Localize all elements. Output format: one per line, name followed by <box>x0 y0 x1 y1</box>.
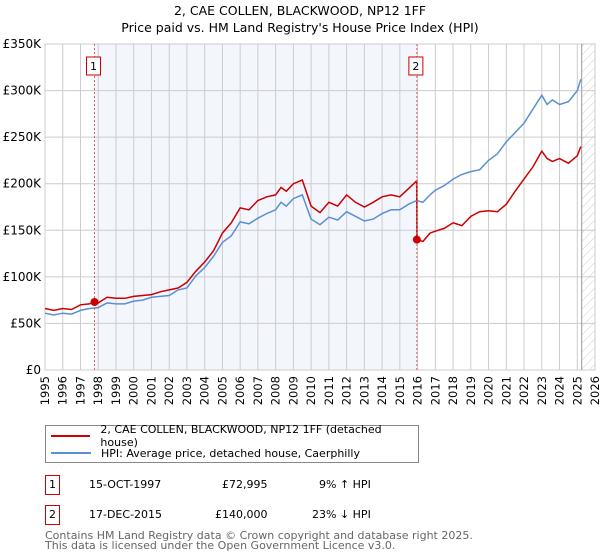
x-tick-label: 2023 <box>535 376 549 405</box>
x-tick-label: 2009 <box>286 376 300 405</box>
x-tick-label: 2021 <box>499 376 513 405</box>
legend-swatch-blue <box>51 452 91 454</box>
y-tick-label: £50K <box>10 316 42 330</box>
legend-label: HPI: Average price, detached house, Caer… <box>101 446 360 460</box>
x-tick-label: 2007 <box>251 376 265 405</box>
transaction-row: 1 15-OCT-1997 £72,995 9% ↑ HPI <box>45 475 445 495</box>
y-tick-label: £300K <box>3 84 43 98</box>
transaction-price: £72,995 <box>222 478 268 491</box>
x-tick-label: 2002 <box>162 376 176 405</box>
marker-badge: 1 <box>45 475 60 495</box>
transaction-date: 17-DEC-2015 <box>89 508 163 521</box>
transaction-row: 2 17-DEC-2015 £140,000 23% ↓ HPI <box>45 505 445 525</box>
marker-badge <box>408 56 424 76</box>
x-tick-label: 2011 <box>322 376 336 405</box>
chart-title: 2, CAE COLLEN, BLACKWOOD, NP12 1FF <box>173 3 427 18</box>
plot-border <box>44 43 596 371</box>
x-tick-label: 2018 <box>446 376 460 405</box>
future-hatch <box>581 44 595 370</box>
marker-badge: 2 <box>45 505 60 525</box>
transaction-hpi: 9% ↑ HPI <box>319 478 371 491</box>
legend-swatch-red <box>51 435 91 437</box>
legend: 2, CAE COLLEN, BLACKWOOD, NP12 1FF (deta… <box>45 423 419 463</box>
footer: Contains HM Land Registry data © Crown c… <box>45 529 473 552</box>
x-tick-label: 1998 <box>91 376 105 405</box>
x-tick-label: 2001 <box>144 376 158 405</box>
transaction-date: 15-OCT-1997 <box>89 478 162 491</box>
x-tick-label: 2025 <box>570 376 584 405</box>
x-tick-label: 1995 <box>38 376 52 405</box>
x-tick-label: 2024 <box>553 376 567 405</box>
x-tick-label: 2020 <box>482 376 496 405</box>
y-tick-label: £100K <box>3 270 43 284</box>
transaction-price: £140,000 <box>215 508 268 521</box>
y-tick-label: £0 <box>26 363 41 377</box>
transaction-hpi: 23% ↓ HPI <box>312 508 371 521</box>
x-tick-label: 2013 <box>357 376 371 405</box>
y-tick-label: £250K <box>3 130 43 144</box>
footer-line: Contains HM Land Registry data © Crown c… <box>45 529 473 542</box>
x-tick-label: 2000 <box>127 376 141 405</box>
marker-label: 1 <box>90 60 97 73</box>
x-tick-label: 2017 <box>428 376 442 405</box>
x-tick-label: 2003 <box>180 376 194 405</box>
x-tick-label: 2008 <box>269 376 283 405</box>
x-tick-label: 1997 <box>73 376 87 405</box>
y-tick-label: £150K <box>3 223 43 237</box>
sale-point <box>412 235 421 244</box>
x-tick-label: 2005 <box>215 376 229 405</box>
x-tick-label: 2019 <box>464 376 478 405</box>
series-line-property <box>44 146 582 312</box>
y-tick-label: £200K <box>3 177 43 191</box>
marker-badge <box>86 56 101 76</box>
x-tick-label: 2026 <box>588 376 600 405</box>
y-tick-label: £350K <box>3 37 43 51</box>
marker-label: 2 <box>412 60 419 73</box>
legend-item-hpi: HPI: Average price, detached house, Caer… <box>51 445 360 461</box>
sale-period-shading <box>94 44 417 370</box>
x-tick-label: 2006 <box>233 376 247 405</box>
x-tick-label: 2015 <box>393 376 407 405</box>
x-tick-label: 1996 <box>56 376 70 405</box>
x-tick-label: 2004 <box>198 376 212 405</box>
legend-label: 2, CAE COLLEN, BLACKWOOD, NP12 1FF (deta… <box>100 423 382 449</box>
x-tick-label: 2010 <box>304 376 318 405</box>
x-tick-label: 2012 <box>340 376 354 405</box>
legend-item-property: 2, CAE COLLEN, BLACKWOOD, NP12 1FF (deta… <box>51 423 418 449</box>
series-line-hpi <box>44 79 582 316</box>
x-tick-label: 2022 <box>517 376 531 405</box>
chart-subtitle: Price paid vs. HM Land Registry's House … <box>121 20 479 35</box>
footer-line: This data is licensed under the Open Gov… <box>45 539 396 552</box>
x-tick-label: 2016 <box>411 376 425 405</box>
x-tick-label: 1999 <box>109 376 123 405</box>
x-tick-label: 2014 <box>375 376 389 405</box>
sale-point <box>90 298 99 307</box>
